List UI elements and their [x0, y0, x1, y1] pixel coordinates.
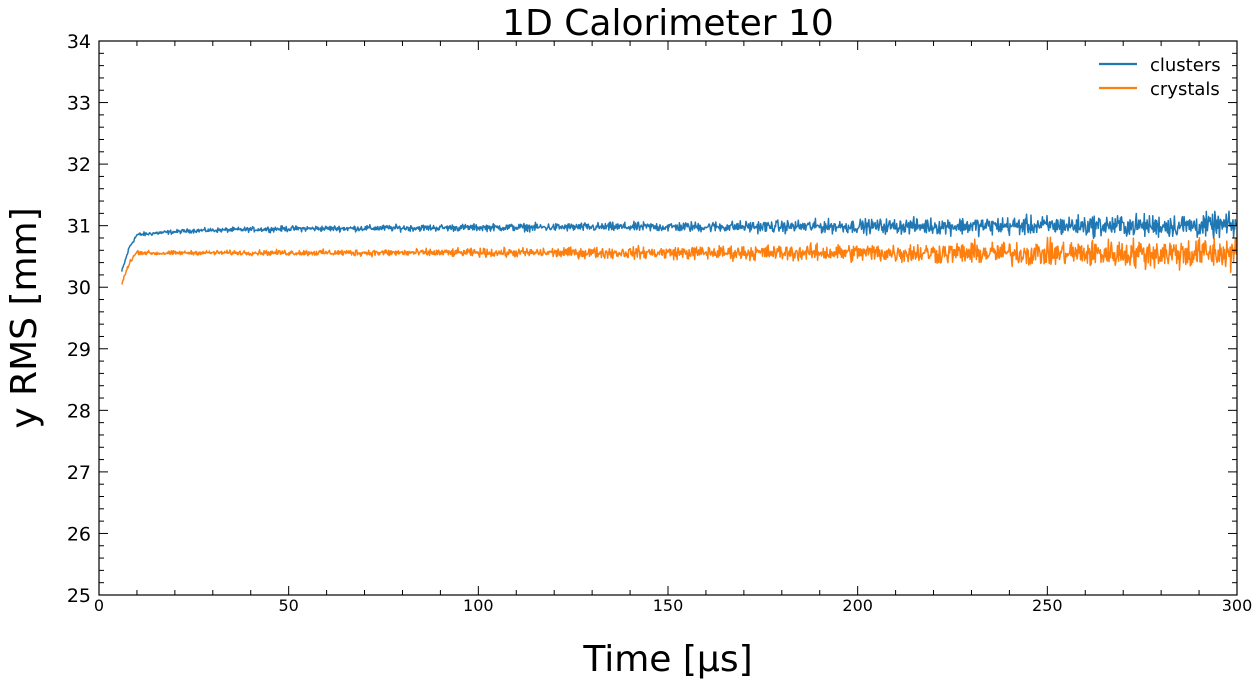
y-tick-label: 27: [67, 462, 91, 484]
legend-label-crystals: crystals: [1150, 79, 1220, 100]
y-tick-label: 25: [67, 585, 91, 607]
y-tick-label: 26: [67, 523, 91, 545]
plot-frame: [98, 40, 1238, 596]
y-tick-label: 34: [67, 31, 91, 53]
x-tick-label: 0: [94, 596, 104, 615]
x-tick-label: 200: [842, 596, 873, 615]
x-tick-label: 300: [1222, 596, 1253, 615]
x-axis-label: Time [µs]: [582, 639, 752, 680]
y-axis-label: y RMS [mm]: [4, 207, 45, 428]
x-tick-label: 250: [1032, 596, 1063, 615]
y-tick-label: 28: [67, 400, 91, 422]
x-tick-label: 150: [653, 596, 684, 615]
y-tick-label: 32: [67, 154, 91, 176]
chart-title: 1D Calorimeter 10: [502, 3, 834, 44]
y-tick-label: 30: [67, 277, 91, 299]
ticks-layer: 0 50 100 150 200 250 300 25 26 27 28 29 30 31 32 33 34: [67, 31, 1252, 615]
series-line-crystals: [121, 236, 1238, 285]
series-layer: [121, 210, 1238, 285]
y-tick-label: 29: [67, 339, 91, 361]
series-line-clusters: [121, 210, 1238, 272]
y-tick-label: 31: [67, 216, 91, 238]
x-tick-label: 50: [278, 596, 298, 615]
legend: clusters crystals: [1099, 55, 1221, 100]
y-tick-label: 33: [67, 93, 91, 115]
x-tick-label: 100: [463, 596, 494, 615]
legend-label-clusters: clusters: [1150, 55, 1221, 76]
